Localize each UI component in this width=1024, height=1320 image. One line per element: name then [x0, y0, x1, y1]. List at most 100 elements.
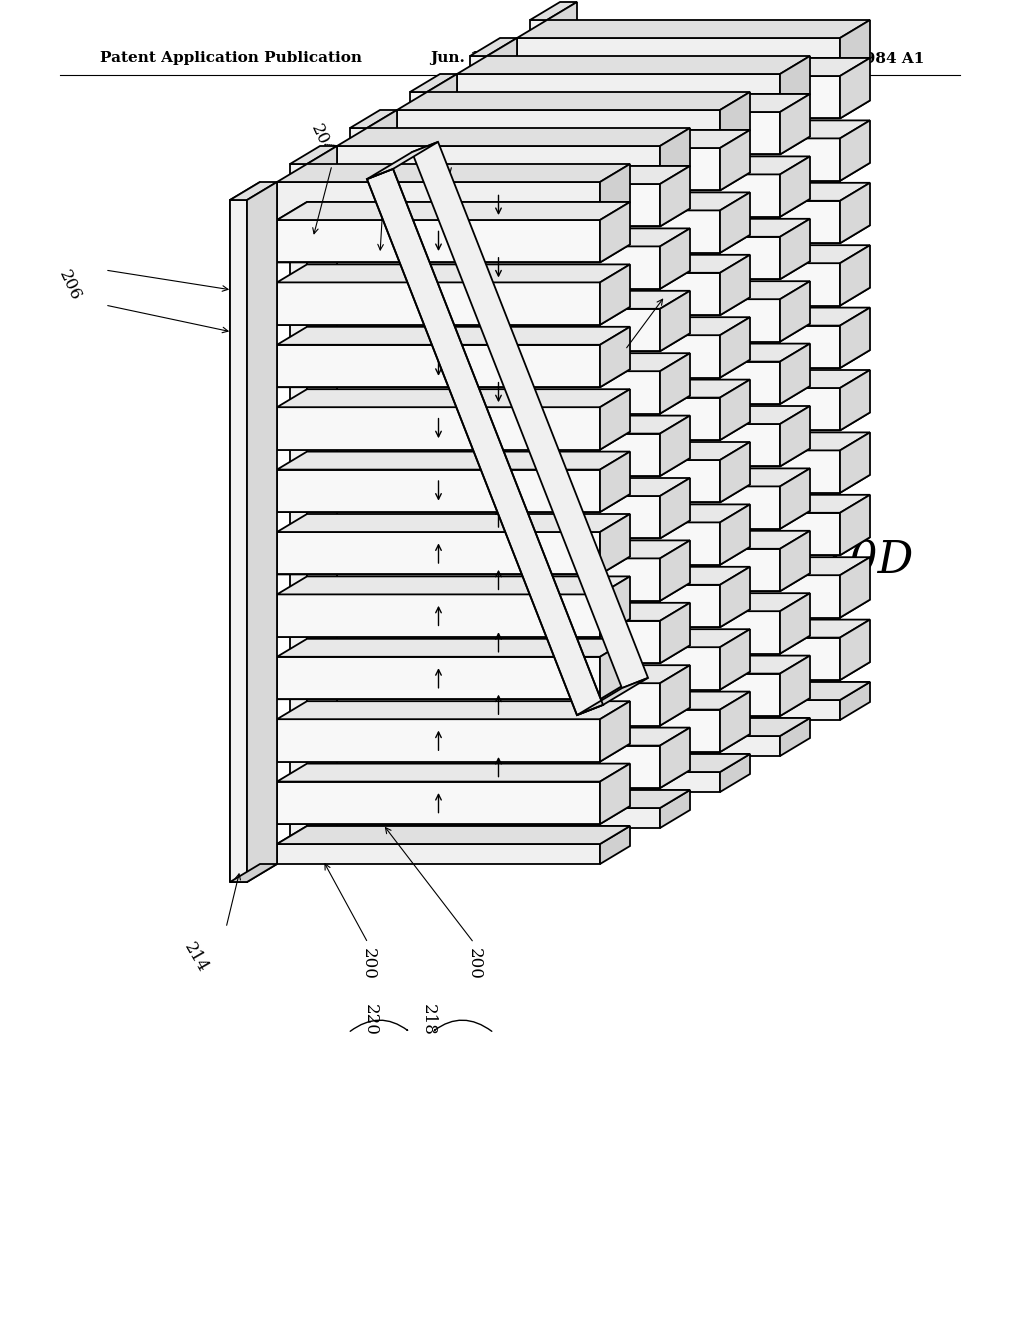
Polygon shape	[530, 20, 547, 702]
Polygon shape	[780, 718, 810, 756]
Polygon shape	[278, 389, 630, 407]
Polygon shape	[278, 826, 630, 843]
Polygon shape	[660, 727, 690, 788]
Polygon shape	[517, 433, 870, 450]
Polygon shape	[517, 599, 870, 618]
Polygon shape	[600, 451, 630, 512]
Polygon shape	[337, 147, 660, 183]
Polygon shape	[278, 594, 600, 636]
Polygon shape	[720, 317, 750, 378]
Polygon shape	[600, 202, 630, 263]
Polygon shape	[840, 682, 870, 719]
Text: US 2012/0145984 A1: US 2012/0145984 A1	[745, 51, 925, 65]
Polygon shape	[397, 630, 750, 647]
Polygon shape	[517, 226, 870, 243]
Polygon shape	[457, 136, 810, 154]
Polygon shape	[457, 469, 810, 486]
Polygon shape	[397, 193, 750, 210]
Polygon shape	[457, 219, 810, 236]
Polygon shape	[780, 407, 810, 466]
Polygon shape	[427, 74, 457, 774]
Polygon shape	[517, 663, 870, 680]
Polygon shape	[230, 201, 247, 882]
Polygon shape	[337, 727, 690, 746]
Polygon shape	[397, 484, 750, 503]
Polygon shape	[517, 512, 840, 556]
Polygon shape	[337, 416, 690, 433]
Polygon shape	[457, 636, 810, 653]
Polygon shape	[600, 327, 630, 387]
Polygon shape	[278, 470, 600, 512]
Polygon shape	[840, 370, 870, 430]
Polygon shape	[517, 557, 870, 576]
Text: Patent Application Publication: Patent Application Publication	[100, 51, 362, 65]
Polygon shape	[517, 100, 870, 119]
Polygon shape	[517, 619, 870, 638]
Polygon shape	[780, 531, 810, 591]
Polygon shape	[517, 120, 870, 139]
Polygon shape	[397, 504, 750, 523]
Polygon shape	[530, 684, 577, 702]
Polygon shape	[600, 164, 630, 220]
Polygon shape	[517, 288, 870, 306]
Polygon shape	[517, 370, 870, 388]
Polygon shape	[337, 620, 660, 663]
Polygon shape	[397, 110, 720, 148]
Polygon shape	[780, 156, 810, 216]
Polygon shape	[278, 557, 630, 574]
Polygon shape	[457, 549, 780, 591]
Polygon shape	[410, 92, 427, 774]
Polygon shape	[457, 424, 780, 466]
Polygon shape	[278, 370, 630, 387]
Polygon shape	[278, 532, 600, 574]
Polygon shape	[660, 290, 690, 351]
Polygon shape	[397, 672, 750, 689]
Polygon shape	[278, 327, 630, 345]
Polygon shape	[517, 308, 870, 326]
Polygon shape	[397, 273, 720, 315]
Polygon shape	[517, 638, 840, 680]
Polygon shape	[660, 416, 690, 477]
Polygon shape	[457, 718, 810, 737]
Polygon shape	[457, 261, 810, 280]
Polygon shape	[410, 756, 457, 774]
Polygon shape	[397, 523, 720, 565]
Polygon shape	[517, 263, 840, 306]
Polygon shape	[397, 359, 750, 378]
Polygon shape	[457, 236, 780, 280]
Polygon shape	[397, 566, 750, 585]
Polygon shape	[278, 306, 630, 325]
Polygon shape	[337, 309, 660, 351]
Polygon shape	[720, 129, 750, 190]
Text: 214: 214	[180, 940, 211, 975]
Polygon shape	[470, 55, 487, 738]
Polygon shape	[600, 264, 630, 325]
Polygon shape	[278, 202, 630, 220]
Polygon shape	[397, 734, 750, 752]
FancyArrowPatch shape	[434, 1020, 492, 1031]
Polygon shape	[457, 449, 810, 466]
Polygon shape	[337, 209, 690, 227]
Polygon shape	[410, 74, 457, 92]
Polygon shape	[397, 692, 750, 710]
Polygon shape	[470, 38, 517, 55]
Polygon shape	[517, 412, 870, 430]
Polygon shape	[517, 182, 870, 201]
Polygon shape	[780, 94, 810, 154]
Polygon shape	[278, 164, 630, 182]
Polygon shape	[337, 583, 690, 601]
Text: 218: 218	[420, 1005, 436, 1036]
Polygon shape	[720, 692, 750, 752]
Polygon shape	[840, 246, 870, 306]
Polygon shape	[397, 397, 720, 440]
Polygon shape	[660, 478, 690, 539]
Polygon shape	[780, 593, 810, 653]
Polygon shape	[457, 486, 780, 529]
Polygon shape	[517, 58, 870, 77]
Polygon shape	[720, 442, 750, 503]
Polygon shape	[660, 540, 690, 601]
Polygon shape	[397, 585, 720, 627]
Polygon shape	[660, 354, 690, 413]
Polygon shape	[660, 665, 690, 726]
Polygon shape	[290, 147, 337, 164]
